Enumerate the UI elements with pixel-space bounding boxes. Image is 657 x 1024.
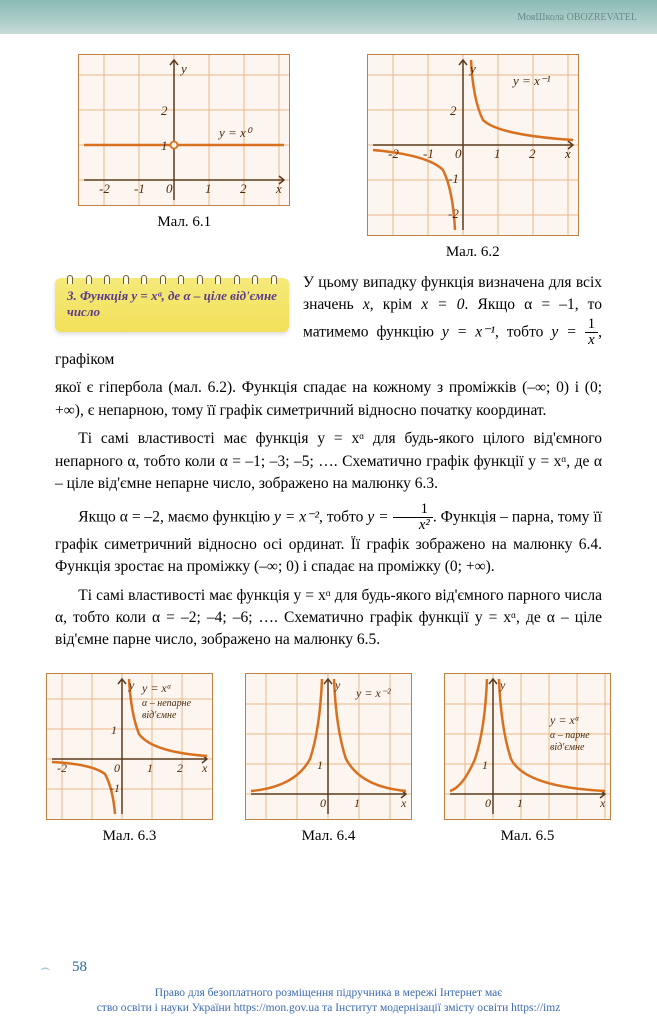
svg-text:від'ємне: від'ємне: [142, 710, 177, 721]
svg-text:y: y: [128, 678, 135, 692]
svg-text:1: 1: [482, 758, 488, 772]
svg-text:-1: -1: [423, 146, 434, 161]
footer-line-1: Право для безоплатного розміщення підруч…: [155, 987, 502, 999]
chart-6-3-caption: Мал. 6.3: [103, 828, 157, 845]
svg-text:від'ємне: від'ємне: [550, 742, 585, 753]
svg-text:2: 2: [529, 146, 536, 161]
svg-text:-1: -1: [110, 781, 120, 795]
svg-text:α – парне: α – парне: [550, 730, 590, 741]
watermark-text: МояШкола OBOZREVATEL: [517, 12, 637, 23]
spiral-icon: [55, 275, 289, 285]
svg-text:y: y: [499, 678, 506, 692]
svg-text:2: 2: [161, 103, 168, 118]
paragraph-2: якої є гіпербола (мал. 6.2). Функція спа…: [55, 377, 602, 422]
paragraph-5: Ті самі властивості має функція y = xᵅ д…: [55, 585, 602, 652]
svg-text:y: y: [468, 61, 476, 76]
svg-text:y: y: [179, 61, 187, 76]
svg-text:x: x: [201, 761, 208, 775]
svg-text:x: x: [564, 146, 571, 161]
svg-text:-1: -1: [448, 171, 459, 186]
svg-text:-2: -2: [448, 206, 459, 221]
svg-text:0: 0: [320, 796, 326, 810]
svg-text:1: 1: [317, 758, 323, 772]
svg-text:0: 0: [455, 146, 462, 161]
top-charts-row: y x 2 1 0 -2 -1 1 2 y = x⁰ Мал. 6.1: [0, 34, 657, 266]
chart-6-1-svg: y x 2 1 0 -2 -1 1 2 y = x⁰: [78, 54, 290, 206]
section-note-box: 3. Функція y = xᵅ, де α – ціле від'ємне …: [55, 278, 289, 332]
svg-text:y = x⁻²: y = x⁻²: [355, 686, 391, 700]
footer-line-2: ство освіти і науки України https://mon.…: [97, 1002, 561, 1014]
svg-text:2: 2: [177, 761, 183, 775]
svg-text:0: 0: [114, 761, 120, 775]
page-ornament-icon: ⌢: [40, 960, 51, 978]
svg-text:y = x⁻¹: y = x⁻¹: [511, 73, 551, 88]
paragraph-4: Якщо α = –2, маємо функцію y = x⁻², тобт…: [55, 502, 602, 579]
svg-text:y = xᵅ: y = xᵅ: [549, 713, 580, 727]
svg-text:1: 1: [147, 761, 153, 775]
footer: Право для безоплатного розміщення підруч…: [0, 986, 657, 1016]
svg-text:1: 1: [111, 723, 117, 737]
svg-text:2: 2: [240, 181, 247, 196]
chart-6-3: y x 1 -1 0 -2 1 2 y = xᵅ α – непарне від…: [46, 673, 213, 845]
paragraph-3: Ті самі властивості має функція y = xᵅ д…: [55, 428, 602, 495]
chart-6-5-svg: y x 1 0 1 y = xᵅ α – парне від'ємне: [444, 673, 611, 820]
chart-6-5-caption: Мал. 6.5: [501, 828, 555, 845]
svg-text:y = x⁰: y = x⁰: [217, 125, 253, 140]
svg-text:0: 0: [485, 796, 491, 810]
svg-text:x: x: [400, 796, 407, 810]
page-number: 58: [72, 959, 87, 976]
header-strip: МояШкола OBOZREVATEL: [0, 0, 657, 34]
svg-text:2: 2: [450, 103, 457, 118]
textbook-page: МояШкола OBOZREVATEL: [0, 0, 657, 1024]
bottom-charts-row: y x 1 -1 0 -2 1 2 y = xᵅ α – непарне від…: [0, 658, 657, 850]
chart-6-2: y x 2 -1 -2 0 -2 -1 1 2 y = x⁻¹ Мал. 6.2: [367, 54, 579, 261]
svg-text:x: x: [275, 181, 282, 196]
svg-text:1: 1: [354, 796, 360, 810]
chart-6-1-caption: Мал. 6.1: [157, 214, 211, 231]
svg-text:-1: -1: [134, 181, 145, 196]
svg-text:α – непарне: α – непарне: [142, 698, 192, 709]
chart-6-4-caption: Мал. 6.4: [302, 828, 356, 845]
chart-6-4-svg: y x 1 0 1 y = x⁻²: [245, 673, 412, 820]
chart-6-1: y x 2 1 0 -2 -1 1 2 y = x⁰ Мал. 6.1: [78, 54, 290, 261]
note-text: 3. Функція y = xᵅ, де α – ціле від'ємне …: [67, 288, 277, 319]
svg-text:y = xᵅ: y = xᵅ: [141, 681, 172, 695]
svg-text:y: y: [334, 678, 341, 692]
chart-6-4: y x 1 0 1 y = x⁻² Мал. 6.4: [245, 673, 412, 845]
chart-6-2-svg: y x 2 -1 -2 0 -2 -1 1 2 y = x⁻¹: [367, 54, 579, 236]
svg-text:-2: -2: [57, 761, 67, 775]
svg-text:x: x: [599, 796, 606, 810]
svg-text:1: 1: [205, 181, 212, 196]
svg-text:1: 1: [161, 138, 168, 153]
chart-6-5: y x 1 0 1 y = xᵅ α – парне від'ємне Мал.…: [444, 673, 611, 845]
svg-text:1: 1: [517, 796, 523, 810]
svg-text:-2: -2: [388, 146, 399, 161]
svg-text:1: 1: [494, 146, 501, 161]
svg-text:-2: -2: [99, 181, 110, 196]
chart-6-2-caption: Мал. 6.2: [446, 244, 500, 261]
chart-6-3-svg: y x 1 -1 0 -2 1 2 y = xᵅ α – непарне від…: [46, 673, 213, 820]
svg-text:0: 0: [166, 181, 173, 196]
